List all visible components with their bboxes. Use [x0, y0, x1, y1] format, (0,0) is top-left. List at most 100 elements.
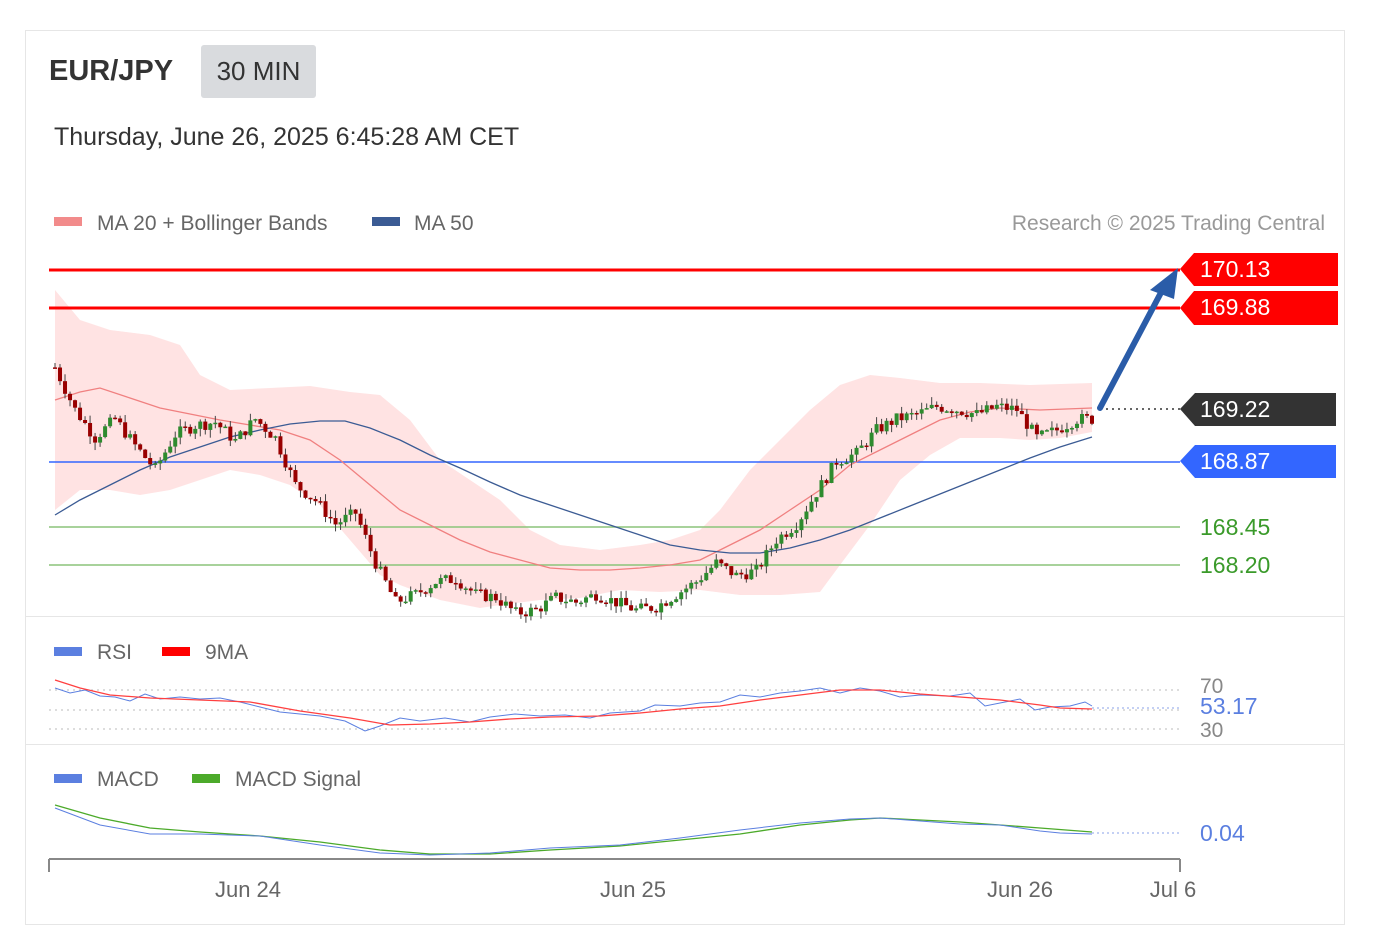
candle-body: [724, 563, 729, 567]
candle-body: [814, 497, 819, 502]
candle-body: [994, 404, 999, 409]
candle-body: [128, 434, 133, 438]
candle-body: [754, 565, 759, 570]
candle-body: [919, 409, 924, 414]
candle-body: [313, 498, 318, 502]
candle-body: [58, 367, 63, 382]
symbol-title: EUR/JPY: [49, 55, 174, 87]
candle-body: [704, 572, 709, 581]
candle-body: [719, 559, 724, 564]
candle-body: [699, 580, 704, 583]
candle-body: [944, 411, 949, 413]
candle-body: [849, 454, 854, 463]
candle-body: [53, 367, 57, 369]
candle-body: [729, 566, 734, 576]
candle-body: [403, 601, 408, 604]
candle-body: [749, 569, 754, 580]
rsi-level-70: 70: [1200, 675, 1223, 698]
candle-body: [98, 437, 103, 443]
candle-body: [989, 405, 994, 409]
candle-body: [523, 614, 528, 617]
candle-body: [83, 420, 88, 423]
candle-body: [203, 421, 208, 430]
rsi-level-30: 30: [1200, 719, 1223, 742]
candle-body: [418, 590, 423, 593]
candle-body: [433, 583, 438, 589]
candle-body: [584, 597, 589, 603]
candle-body: [498, 600, 503, 606]
candle-body: [789, 532, 794, 537]
candle-body: [158, 460, 163, 464]
candle-body: [493, 593, 498, 601]
ma20-legend-label: MA 20 + Bollinger Bands: [97, 212, 328, 235]
candle-body: [604, 602, 609, 605]
candle-body: [293, 470, 298, 483]
svg-text:168.87: 168.87: [1200, 448, 1270, 474]
candle-body: [363, 524, 368, 535]
price-label-168-87: 168.87: [1180, 445, 1336, 478]
candle-body: [734, 572, 739, 576]
candle-body: [518, 607, 523, 615]
candle-body: [473, 589, 478, 592]
candle-body: [739, 572, 744, 575]
candle-body: [1034, 424, 1039, 435]
candle-body: [764, 550, 769, 567]
x-tick-jul6: Jul 6: [1150, 877, 1196, 902]
candle-body: [148, 458, 153, 465]
candle-body: [779, 534, 784, 544]
candle-body: [1044, 430, 1049, 432]
candle-body: [163, 452, 168, 461]
candle-body: [178, 426, 183, 438]
macd-line: [54, 807, 1093, 856]
candle-body: [1054, 427, 1059, 431]
candle-body: [198, 421, 203, 429]
candle-body: [548, 596, 553, 601]
rsi-ma-legend-label: 9MA: [205, 641, 248, 664]
candle-body: [939, 406, 944, 412]
candle-body: [268, 431, 273, 438]
candle-body: [513, 607, 518, 609]
candle-body: [809, 501, 814, 512]
candle-body: [438, 578, 443, 584]
candle-body: [1029, 424, 1034, 429]
candle-body: [533, 607, 538, 610]
x-tick-jun25: Jun 25: [600, 877, 666, 902]
candle-body: [949, 411, 954, 414]
candle-body: [223, 426, 228, 429]
candle-body: [143, 449, 148, 459]
candle-body: [654, 610, 659, 613]
candle-body: [954, 411, 959, 414]
candle-body: [714, 559, 719, 568]
candle-body: [1009, 405, 1014, 410]
candle-body: [974, 410, 979, 414]
macd-signal-legend-swatch: [192, 774, 220, 783]
candle-body: [368, 534, 373, 552]
candle-body: [413, 590, 418, 592]
candle-body: [453, 582, 458, 585]
candle-body: [599, 600, 604, 603]
candle-body: [543, 600, 548, 612]
candle-body: [468, 588, 473, 591]
x-tick-jun24: Jun 24: [215, 877, 281, 902]
ma20-legend-swatch: [54, 217, 82, 226]
candle-body: [1090, 415, 1094, 424]
candle-body: [644, 603, 649, 607]
macd-legend-swatch: [54, 774, 82, 783]
candle-body: [528, 607, 533, 617]
candle-body: [63, 381, 68, 394]
candle-body: [478, 589, 483, 592]
timeframe-button[interactable]: 30 MIN: [201, 45, 316, 98]
bollinger-band: [55, 290, 1092, 608]
candle-body: [88, 422, 93, 437]
candle-body: [834, 462, 839, 465]
candle-body: [1079, 414, 1084, 424]
candle-body: [248, 420, 253, 436]
candle-body: [969, 413, 974, 418]
candle-body: [283, 454, 288, 468]
copyright-label: Research © 2025 Trading Central: [1012, 212, 1325, 235]
macd-signal-line: [54, 804, 1093, 855]
candle-body: [884, 420, 889, 432]
candle-body: [298, 482, 303, 491]
ma50-line: [54, 420, 1093, 554]
candle-body: [68, 393, 73, 401]
